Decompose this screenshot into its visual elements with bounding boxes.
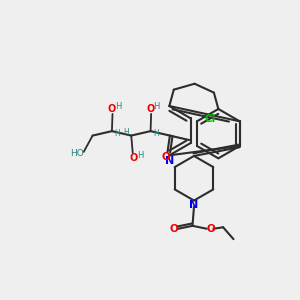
Text: O: O <box>170 224 178 234</box>
Text: O: O <box>108 103 116 113</box>
Text: H: H <box>114 129 120 138</box>
Text: O: O <box>162 152 171 162</box>
Text: O: O <box>129 153 137 163</box>
Text: H: H <box>153 102 160 111</box>
Text: O: O <box>146 103 155 113</box>
Text: HO: HO <box>70 149 84 158</box>
Text: H: H <box>137 151 144 160</box>
Text: N: N <box>189 200 199 210</box>
Text: H: H <box>115 102 121 111</box>
Text: O: O <box>207 224 215 234</box>
Text: N: N <box>165 156 175 166</box>
Text: Cl: Cl <box>204 114 216 124</box>
Text: H: H <box>153 129 159 138</box>
Text: H: H <box>124 128 129 137</box>
